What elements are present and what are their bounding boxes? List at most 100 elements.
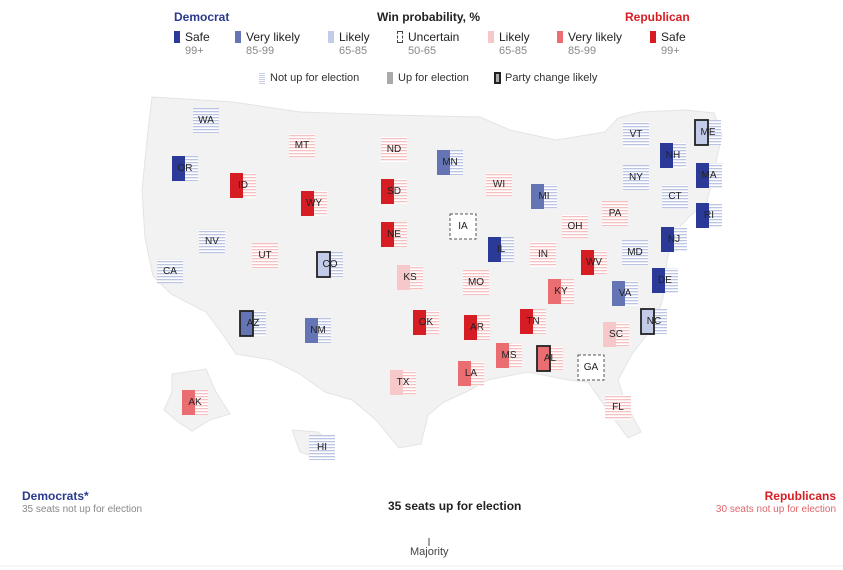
state-tile-seat — [381, 179, 394, 204]
state-tile-not-up — [530, 242, 556, 267]
state-tile-not-up — [193, 108, 219, 133]
state-tile-change-outline — [640, 308, 655, 335]
state-ca: CA — [157, 259, 183, 284]
democrats-not-up: 35 seats not up for election — [22, 504, 143, 515]
state-tile-change-outline — [694, 119, 709, 146]
state-label: WI — [493, 179, 505, 190]
state-tile-seat — [488, 237, 501, 262]
state-tile-seat — [437, 150, 450, 175]
state-in: IN — [530, 242, 556, 267]
state-tile-uncertain — [449, 213, 477, 240]
state-tile-seat — [458, 361, 471, 386]
legend-label: Safe — [185, 30, 210, 44]
state-tile-not-up — [381, 137, 407, 162]
state-mn: MN — [437, 150, 463, 175]
legend-label: Not up for election — [270, 72, 360, 84]
state-tile-seat — [581, 250, 594, 275]
state-label: OK — [419, 317, 434, 328]
state-label: OH — [568, 221, 583, 232]
state-ct: CT — [662, 184, 688, 209]
state-ok: OK — [413, 310, 439, 335]
state-label: ND — [387, 144, 401, 155]
state-la: LA — [458, 361, 484, 386]
state-label: VA — [619, 288, 632, 299]
state-tile-seat — [641, 309, 654, 334]
legend-swatch — [397, 31, 403, 43]
state-label: IA — [458, 221, 468, 232]
state-nm: NM — [305, 318, 331, 343]
state-tile-seat — [397, 265, 410, 290]
state-label: CT — [668, 191, 681, 202]
state-label: LA — [465, 368, 478, 379]
state-ms: MS — [496, 343, 522, 368]
state-label: SC — [609, 329, 623, 340]
legend-label: Very likely — [246, 30, 301, 44]
state-id: ID — [230, 173, 256, 198]
legend: Democrat Win probability, % Republican S… — [0, 0, 843, 95]
legend-range: 99+ — [661, 45, 680, 57]
state-label: TN — [526, 316, 539, 327]
state-tile-not-up — [199, 229, 225, 254]
state-tile-change-outline — [536, 345, 551, 372]
legend-range: 65-85 — [339, 45, 368, 57]
state-label: NJ — [668, 234, 680, 245]
state-va: VA — [612, 281, 638, 306]
state-sd: SD — [381, 179, 407, 204]
us-senate-map: WA OR CA ID NV MT WY UT AZ CO NM ND SD NE KS OK TX MN IA MO… — [141, 96, 723, 461]
land-contiguous-us — [141, 96, 723, 449]
state-al: AL — [536, 345, 563, 372]
state-ga: GA — [577, 354, 605, 381]
state-tile-seat — [531, 184, 544, 209]
state-label: IN — [538, 249, 548, 260]
democrats-label: Democrats* — [22, 489, 89, 503]
state-tile-not-up — [463, 270, 489, 295]
state-ma: MA — [696, 163, 722, 188]
legend-label: Very likely — [568, 30, 623, 44]
state-label: NH — [666, 150, 680, 161]
state-ks: KS — [397, 265, 423, 290]
state-label: AZ — [247, 318, 260, 329]
state-tile-seat — [381, 222, 394, 247]
state-tile-not-up — [289, 133, 315, 158]
state-wy: WY — [301, 191, 327, 216]
state-label: ID — [238, 180, 248, 191]
legend-range: 50-65 — [408, 45, 437, 57]
state-tile-not-up — [623, 122, 649, 147]
state-co: CO — [316, 251, 343, 278]
legend-label: Up for election — [398, 72, 469, 84]
state-tile-not-up — [602, 201, 628, 226]
state-label: NV — [205, 236, 219, 247]
legend-label: Likely — [339, 30, 370, 44]
legend-range: 99+ — [185, 45, 204, 57]
state-tile-not-up — [486, 172, 512, 197]
state-tile-seat — [696, 203, 709, 228]
republicans-label: Republicans — [764, 489, 836, 503]
state-nj: NJ — [661, 227, 687, 252]
legend-swatch-change — [494, 72, 501, 84]
state-label: AR — [470, 322, 484, 333]
state-label: NM — [310, 325, 326, 336]
state-label: AL — [544, 353, 557, 364]
legend-swatch — [650, 31, 656, 43]
state-label: MO — [468, 277, 484, 288]
state-mt: MT — [289, 133, 315, 158]
legend-swatch — [328, 31, 334, 43]
state-tile-seat — [548, 279, 561, 304]
state-label: UT — [258, 250, 271, 261]
legend-democrat-heading: Democrat — [174, 10, 230, 24]
state-tile-seat — [301, 191, 314, 216]
legend-swatch — [557, 31, 563, 43]
state-tile-not-up — [562, 214, 588, 239]
state-ky: KY — [548, 279, 574, 304]
state-il: IL — [488, 237, 514, 262]
legend-swatch — [235, 31, 241, 43]
state-tile-seat — [413, 310, 426, 335]
state-label: TX — [397, 377, 410, 388]
state-tile-not-up — [252, 243, 278, 268]
legend-swatch-up — [387, 72, 393, 84]
state-vt: VT — [623, 122, 649, 147]
legend-range: 85-99 — [568, 45, 597, 57]
state-label: CO — [323, 259, 338, 270]
legend-range: 85-99 — [246, 45, 275, 57]
state-label: AK — [188, 397, 202, 408]
